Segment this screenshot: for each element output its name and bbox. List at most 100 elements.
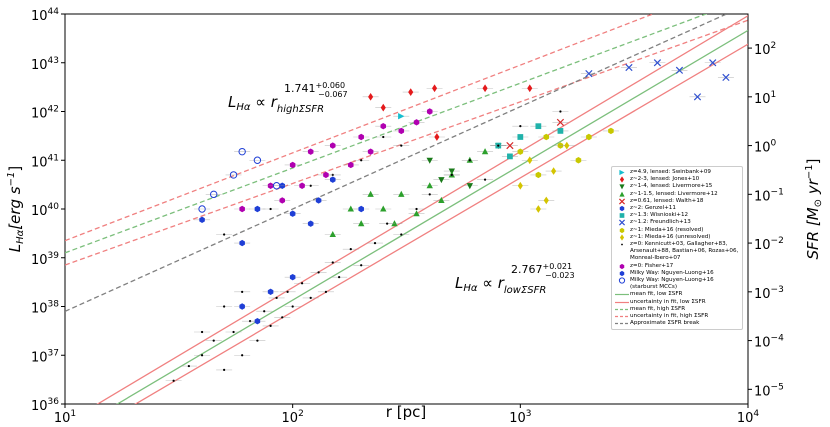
annotation-part: L xyxy=(455,274,463,292)
tick-label: 103 xyxy=(509,409,531,423)
series xyxy=(421,143,507,190)
point xyxy=(675,66,684,74)
point xyxy=(324,290,328,293)
point xyxy=(415,207,418,211)
tick-base: 10 xyxy=(31,58,48,73)
point xyxy=(307,220,314,227)
tick-exponent: 3 xyxy=(526,409,532,419)
point xyxy=(253,156,262,164)
fit-line xyxy=(116,29,748,404)
tick-label: 1037 xyxy=(31,348,59,365)
series xyxy=(490,123,569,160)
point xyxy=(527,84,533,93)
tick-exponent: 40 xyxy=(48,202,60,212)
annotation-part: ∝ r xyxy=(250,93,277,111)
tick-exponent: 0 xyxy=(771,139,777,149)
legend-entry: uncertainty in fit, low ΣSFR xyxy=(614,299,740,306)
tick-exponent: 44 xyxy=(48,7,60,17)
point xyxy=(187,364,190,368)
legend-swatch xyxy=(619,191,625,197)
point xyxy=(380,205,387,212)
point xyxy=(618,198,626,205)
point xyxy=(400,233,403,236)
point xyxy=(398,190,405,197)
annotation-part: +0.060 xyxy=(316,81,346,90)
tick-exponent: −3 xyxy=(771,285,784,295)
point xyxy=(619,234,625,241)
legend-swatch xyxy=(621,243,623,246)
tick-base: 10 xyxy=(754,92,771,107)
tick-base: 10 xyxy=(754,336,771,351)
point xyxy=(618,277,626,284)
point xyxy=(358,133,364,141)
point xyxy=(481,148,489,155)
point xyxy=(299,182,305,189)
legend-entry: z~2-3, lensed: Jones+10 xyxy=(614,176,740,183)
point xyxy=(349,248,352,251)
point xyxy=(291,305,294,308)
point xyxy=(289,161,296,169)
annotation-part: Hα xyxy=(463,283,478,294)
point xyxy=(556,118,565,126)
legend-swatch xyxy=(615,323,629,325)
point xyxy=(382,135,385,139)
legend-entry: z~1-4, lensed: Livermore+15 xyxy=(614,183,740,190)
point xyxy=(331,261,334,264)
legend-entry: z~2: Genzel+11 xyxy=(614,205,740,212)
tick-exponent: 41 xyxy=(48,153,59,163)
y2-label-part: ⊙ xyxy=(813,199,824,207)
tick-label: 1039 xyxy=(31,251,59,268)
point xyxy=(625,63,633,72)
tick-base: 10 xyxy=(754,189,771,204)
tick-label: 1044 xyxy=(31,7,59,24)
point xyxy=(269,207,272,211)
tick-exponent: 37 xyxy=(48,348,59,358)
tick-base: 10 xyxy=(754,141,771,156)
point xyxy=(254,205,261,213)
y-axis-label: LHα[erg s−1] xyxy=(6,166,26,252)
fit-line xyxy=(134,43,748,404)
point xyxy=(693,93,702,101)
point xyxy=(431,84,438,93)
tick-exponent: 1 xyxy=(771,90,777,100)
legend-swatch xyxy=(615,294,629,296)
point xyxy=(619,270,625,276)
tick-exponent: 2 xyxy=(298,409,304,419)
point xyxy=(543,133,550,141)
point xyxy=(527,156,533,165)
series xyxy=(362,84,538,141)
y-label-part: −1 xyxy=(6,172,17,187)
annotation-part: −0.067 xyxy=(318,90,348,99)
point xyxy=(373,241,377,245)
tick-base: 10 xyxy=(31,204,48,219)
point xyxy=(360,159,363,162)
legend-entry: z~1.2: Freundlich+13 xyxy=(614,219,740,226)
point xyxy=(254,317,261,325)
tick-exponent: 4 xyxy=(753,409,759,419)
point xyxy=(348,161,354,169)
point xyxy=(317,271,320,274)
point xyxy=(559,110,562,113)
point xyxy=(172,379,175,382)
legend-label: z~1: Mieda+16 (resolved) xyxy=(630,226,704,233)
tick-exponent: 2 xyxy=(771,41,777,51)
point xyxy=(223,305,226,308)
points xyxy=(165,59,734,382)
point xyxy=(367,148,374,155)
legend-swatch xyxy=(618,277,626,284)
tick-label: 1040 xyxy=(31,202,59,219)
y2-label-part: −1 xyxy=(804,164,815,179)
y2-axis-label: SFR [M⊙ yr−1] xyxy=(804,159,824,260)
tick-base: 10 xyxy=(31,302,48,317)
point xyxy=(483,178,487,181)
fit-line xyxy=(65,19,748,266)
point xyxy=(223,233,226,236)
point xyxy=(497,144,500,147)
point xyxy=(198,205,206,213)
point xyxy=(263,310,266,313)
tick-label: 102 xyxy=(754,41,776,58)
point xyxy=(575,157,582,164)
legend-entry: z=0: Kennicutt+03, Gallagher+83, Arsenau… xyxy=(614,241,740,263)
point xyxy=(241,290,244,293)
